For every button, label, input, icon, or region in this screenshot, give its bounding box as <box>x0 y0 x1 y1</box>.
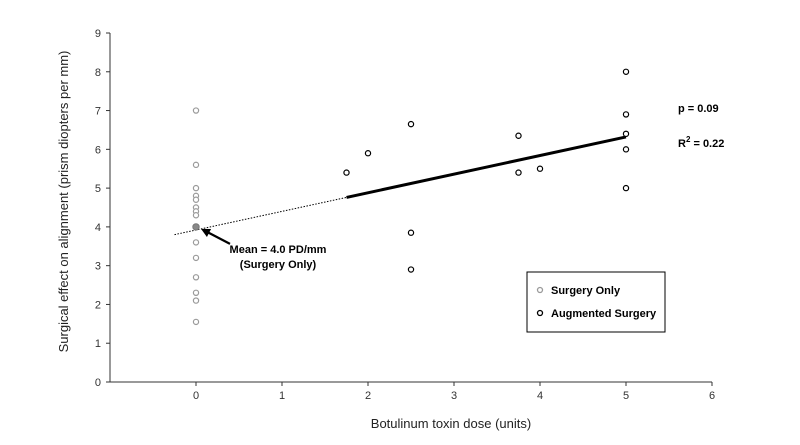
point-surgery-only <box>192 212 200 219</box>
r-squared-prefix: R <box>678 138 686 150</box>
point-surgery-only <box>192 196 200 203</box>
mean-annotation-line1: Mean = 4.0 PD/mm <box>230 244 327 256</box>
point-augmented-surgery <box>515 132 522 139</box>
legend-box <box>526 271 666 333</box>
mean-annotation: Mean = 4.0 PD/mm (Surgery Only) <box>201 228 327 271</box>
point-augmented-surgery <box>364 150 372 157</box>
trendline-dotted <box>174 196 347 236</box>
stats: p = 0.09 R2 = 0.22 <box>678 103 724 150</box>
point-augmented-surgery <box>622 68 630 75</box>
point-augmented-surgery <box>515 169 522 176</box>
point-surgery-only <box>192 297 200 304</box>
point-surgery-only <box>192 107 200 114</box>
point-surgery-only <box>192 239 200 246</box>
point-augmented-surgery <box>407 120 415 128</box>
data-points <box>192 68 630 326</box>
point-surgery-only <box>192 254 200 262</box>
y-tick-label: 3 <box>95 261 101 273</box>
y-axis-title: Surgical effect on alignment (prism diop… <box>56 51 71 353</box>
point-surgery-only <box>192 274 200 281</box>
legend: Surgery Only Augmented Surgery <box>526 271 666 333</box>
r-squared-label: R2 = 0.22 <box>678 135 724 150</box>
x-axis-title: Botulinum toxin dose (units) <box>371 416 531 431</box>
point-augmented-surgery <box>407 229 415 236</box>
legend-label-surgery-only: Surgery Only <box>551 285 621 297</box>
point-augmented-surgery <box>622 111 630 118</box>
x-tick-label: 5 <box>623 390 629 402</box>
point-augmented-surgery <box>622 184 630 192</box>
y-tick-label: 2 <box>95 299 101 311</box>
trendline-solid <box>346 135 627 199</box>
x-tick-label: 0 <box>193 390 199 402</box>
y-tick-label: 0 <box>95 377 101 389</box>
y-tick-label: 8 <box>95 67 101 79</box>
x-tick-label: 3 <box>451 390 457 402</box>
mean-annotation-line2: (Surgery Only) <box>240 259 317 271</box>
point-surgery-only <box>192 289 200 297</box>
legend-label-augmented-surgery: Augmented Surgery <box>551 308 657 320</box>
legend-marker-augmented-surgery <box>536 309 544 317</box>
y-tick-label: 7 <box>95 106 101 118</box>
point-surgery-only <box>192 161 200 169</box>
y-tick-label: 6 <box>95 144 101 156</box>
trendline <box>174 135 627 236</box>
y-tick-label: 5 <box>95 183 101 195</box>
p-value-label: p = 0.09 <box>678 103 719 115</box>
x-tick-label: 4 <box>537 390 543 402</box>
ticks: 0 1 2 3 4 5 6 7 8 9 0 1 2 3 4 5 6 <box>95 28 715 402</box>
r-squared-superscript: 2 <box>686 135 691 144</box>
y-tick-label: 1 <box>95 338 101 350</box>
axes <box>109 33 712 383</box>
r-squared-value: = 0.22 <box>690 138 724 150</box>
point-augmented-surgery <box>622 130 630 138</box>
point-surgery-only <box>192 184 200 192</box>
mean-arrow-head <box>201 228 212 238</box>
point-augmented-surgery <box>536 165 544 172</box>
x-tick-label: 6 <box>709 390 715 402</box>
x-tick-label: 2 <box>365 390 371 402</box>
x-tick-label: 1 <box>279 390 285 402</box>
legend-marker-surgery-only <box>536 286 544 294</box>
y-tick-label: 4 <box>95 222 101 234</box>
point-augmented-surgery <box>343 169 350 176</box>
y-tick-label: 9 <box>95 28 101 40</box>
point-augmented-surgery <box>407 266 415 273</box>
mean-arrow <box>206 230 231 245</box>
point-surgery-only <box>192 318 200 326</box>
point-augmented-surgery <box>622 146 630 153</box>
mean-point <box>192 223 200 231</box>
